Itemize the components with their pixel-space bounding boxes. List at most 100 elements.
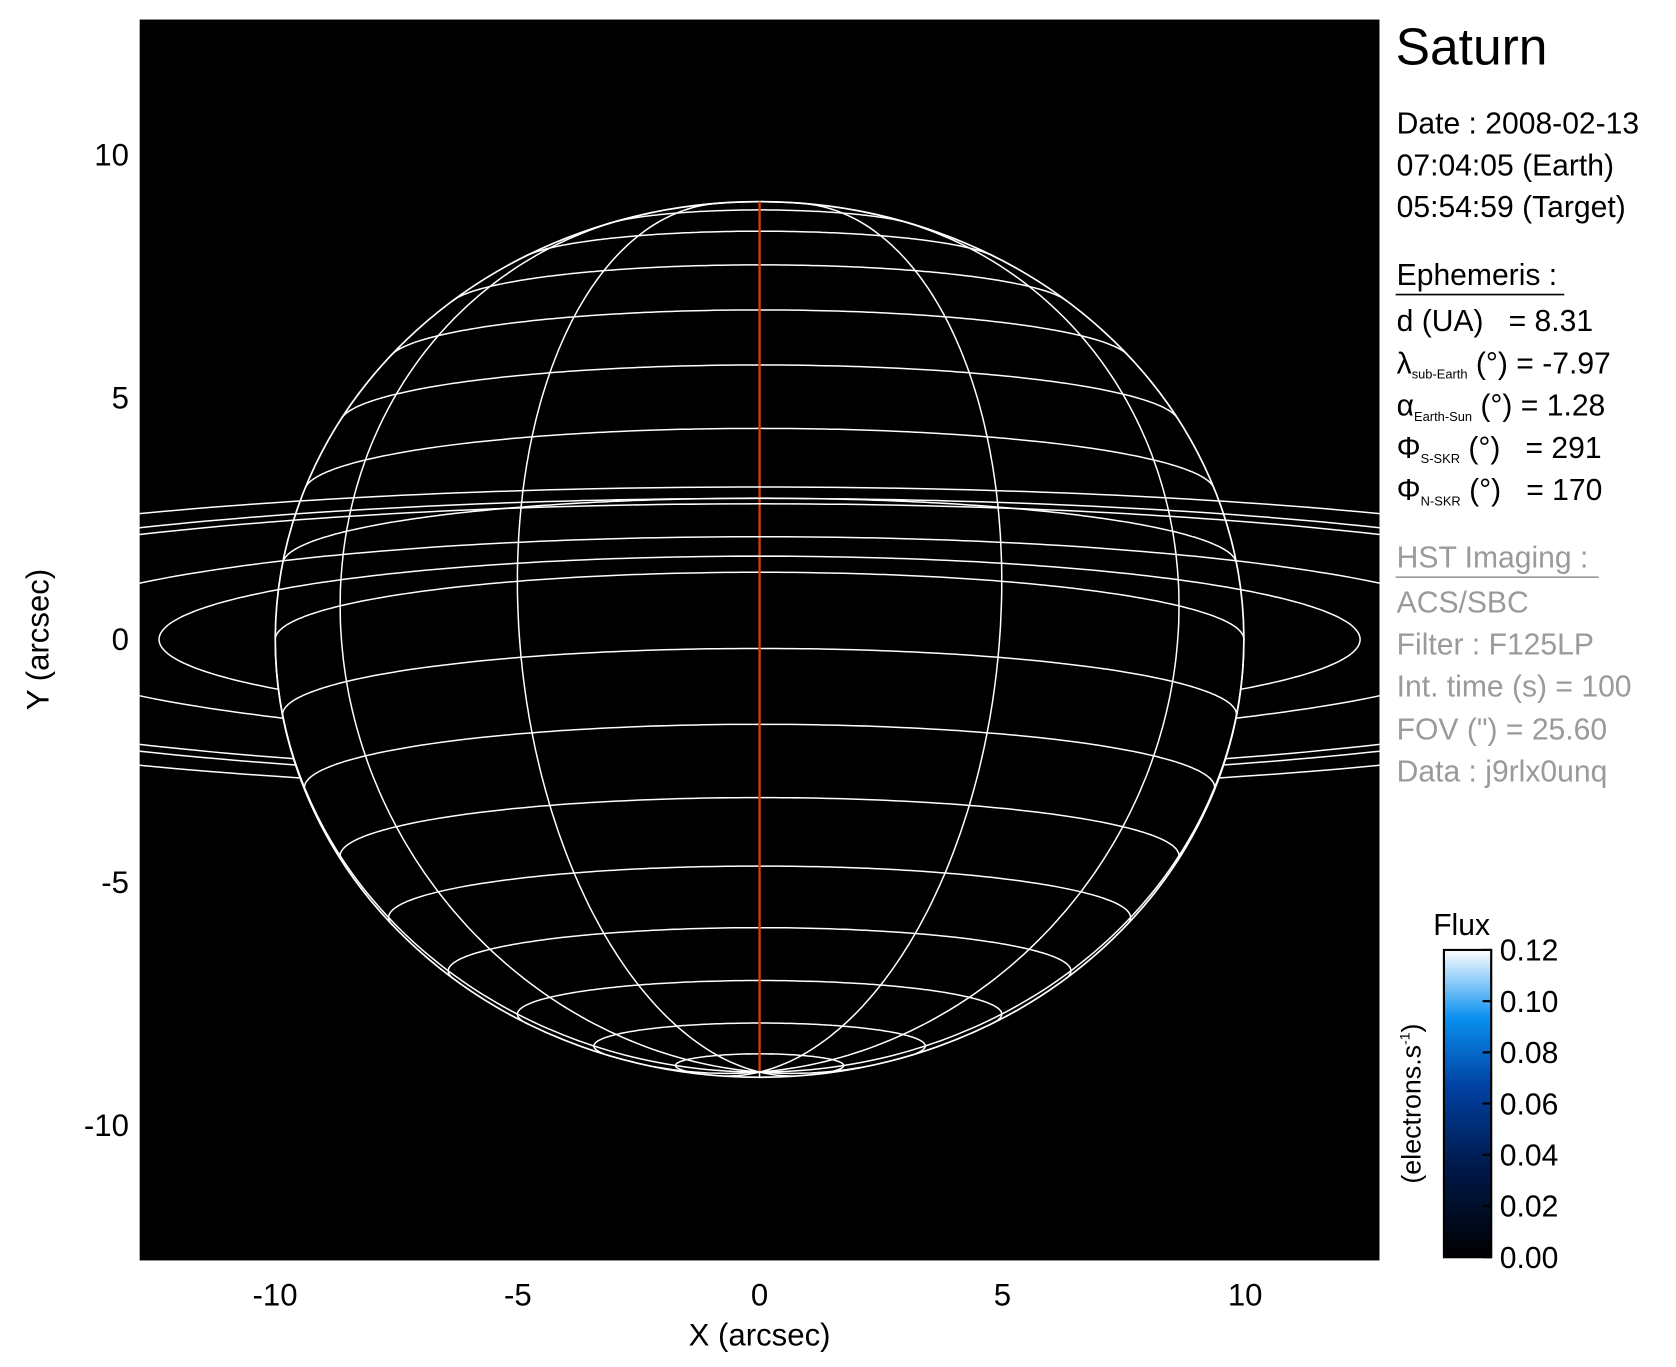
meridian-line xyxy=(759,202,1003,1073)
ephemeris-row: ΦS-SKR (°) = 291 xyxy=(1397,432,1602,466)
latitude-line xyxy=(282,497,760,563)
ring-line xyxy=(139,486,1380,515)
latitude-line xyxy=(759,571,1245,640)
planet-title: Saturn xyxy=(1396,18,1548,76)
ephemeris-value: = 170 xyxy=(1501,474,1602,507)
ephemeris-symbol: α xyxy=(1397,390,1414,423)
ephemeris-unit: (°) xyxy=(1460,432,1500,465)
ephemeris-heading: Ephemeris : xyxy=(1397,259,1557,292)
latitude-line xyxy=(759,647,1238,716)
x-tick-label: -10 xyxy=(253,1278,298,1313)
ephemeris-unit: (°) xyxy=(1472,390,1512,423)
meridian-line xyxy=(759,1066,862,1075)
latitude-line xyxy=(759,1053,845,1075)
colorbar-tick-label: 0.06 xyxy=(1500,1088,1559,1121)
ring-line xyxy=(139,743,1380,776)
latitude-line xyxy=(304,427,760,489)
ephemeris-symbol: Φ xyxy=(1397,474,1421,507)
ephemeris-row: λsub-Earth (°) = -7.97 xyxy=(1397,347,1611,381)
x-axis-label: X (arcsec) xyxy=(689,1317,831,1352)
colorbar-tick-label: 0.02 xyxy=(1500,1191,1559,1224)
ephemeris-row: αEarth-Sun (°) = 1.28 xyxy=(1397,390,1606,424)
ring-line xyxy=(139,694,1380,743)
y-axis-label: Y (arcsec) xyxy=(20,569,55,710)
latitude-line xyxy=(281,647,760,716)
hst-data-id: Data : j9rlx0unq xyxy=(1397,755,1608,788)
latitude-line xyxy=(759,796,1180,861)
colorbar-tick-label: 0.12 xyxy=(1500,935,1559,968)
meridian-line xyxy=(516,202,760,1073)
ephemeris-value: = 1.28 xyxy=(1512,390,1605,423)
hst-heading: HST Imaging : xyxy=(1397,541,1589,574)
ephemeris-unit: (°) xyxy=(1461,474,1501,507)
date-line: Date : 2008-02-13 xyxy=(1397,107,1639,140)
ephemeris-row: d (UA) = 8.31 xyxy=(1397,305,1593,338)
ephemeris-unit: (°) xyxy=(1468,347,1508,380)
latitude-line xyxy=(759,926,1072,978)
latitude-line xyxy=(339,796,760,861)
latitude-line xyxy=(451,264,760,302)
ring-line xyxy=(139,503,1380,536)
meridian-line xyxy=(759,212,1180,1073)
latitude-line xyxy=(759,427,1215,489)
y-axis: 10 5 0 -5 -10 Y (arcsec) xyxy=(20,138,129,1143)
x-axis: -10 -5 0 5 10 X (arcsec) xyxy=(253,1278,1263,1353)
info-panel: Saturn Date : 2008-02-13 07:04:05 (Earth… xyxy=(1396,18,1640,789)
colorbar: Flux 0.12 0.10 0.08 0.06 0.04 0.02 0.00 (elect… xyxy=(1396,909,1558,1275)
ring-line xyxy=(158,639,1361,724)
y-tick-label: -10 xyxy=(84,1108,129,1143)
ephemeris-sub: sub-Earth xyxy=(1412,367,1468,382)
ephemeris-value: = 8.31 xyxy=(1484,305,1594,338)
latitude-line xyxy=(674,1053,760,1075)
latitude-line xyxy=(759,723,1216,790)
colorbar-title: Flux xyxy=(1433,909,1490,942)
ephemeris-symbol: λ xyxy=(1397,347,1412,380)
latitude-line xyxy=(303,723,760,790)
latitude-line xyxy=(341,364,760,419)
x-tick-label: -5 xyxy=(504,1278,532,1313)
latitude-line xyxy=(390,309,760,356)
latitude-line xyxy=(759,364,1178,419)
x-tick-label: 0 xyxy=(751,1278,768,1313)
latitude-line xyxy=(759,497,1237,563)
ephemeris-list: d (UA) = 8.31 λsub-Earth (°) = -7.97 αEart… xyxy=(1397,305,1611,508)
meridian-line xyxy=(274,646,760,1073)
hst-int-time: Int. time (s) = 100 xyxy=(1397,670,1632,703)
hst-fov: FOV (") = 25.60 xyxy=(1397,713,1607,746)
ephemeris-value: = -7.97 xyxy=(1508,347,1611,380)
y-tick-label: -5 xyxy=(101,865,129,900)
y-tick-label: 0 xyxy=(112,622,129,657)
meridian-line xyxy=(759,639,1245,1073)
hst-filter: Filter : F125LP xyxy=(1397,628,1594,661)
meridian-line xyxy=(725,1071,760,1077)
colorbar-label-close: ) xyxy=(1396,1024,1426,1033)
ephemeris-value: = 291 xyxy=(1500,432,1601,465)
meridian-line xyxy=(759,1071,794,1077)
hst-instrument: ACS/SBC xyxy=(1397,587,1529,620)
colorbar-tick-label: 0.00 xyxy=(1500,1242,1559,1275)
meridian-line xyxy=(339,212,760,1073)
target-time: 05:54:59 (Target) xyxy=(1397,191,1626,224)
ring-line xyxy=(139,497,1380,529)
latitude-line xyxy=(274,571,760,639)
ring-line xyxy=(139,764,1380,793)
colorbar-label: (electrons.s-1) xyxy=(1396,1024,1426,1184)
y-tick-label: 10 xyxy=(94,138,129,173)
latitude-line xyxy=(759,979,1003,1022)
colorbar-tick-label: 0.10 xyxy=(1500,986,1559,1019)
ring-line xyxy=(158,555,1361,640)
y-tick-label: 5 xyxy=(112,380,129,415)
ephemeris-symbol: d (UA) xyxy=(1397,305,1484,338)
planet-projection xyxy=(139,200,1380,1079)
colorbar-label-sup: -1 xyxy=(1397,1032,1413,1045)
colorbar-tick-label: 0.08 xyxy=(1500,1037,1559,1070)
colorbar-label-text: (electrons.s xyxy=(1396,1045,1426,1184)
ephemeris-symbol: Φ xyxy=(1397,432,1421,465)
latitude-line xyxy=(759,264,1068,302)
latitude-line xyxy=(516,979,760,1022)
earth-time: 07:04:05 (Earth) xyxy=(1397,149,1614,182)
latitude-line xyxy=(759,309,1129,356)
latitude-line xyxy=(523,230,760,258)
latitude-line xyxy=(387,865,760,924)
